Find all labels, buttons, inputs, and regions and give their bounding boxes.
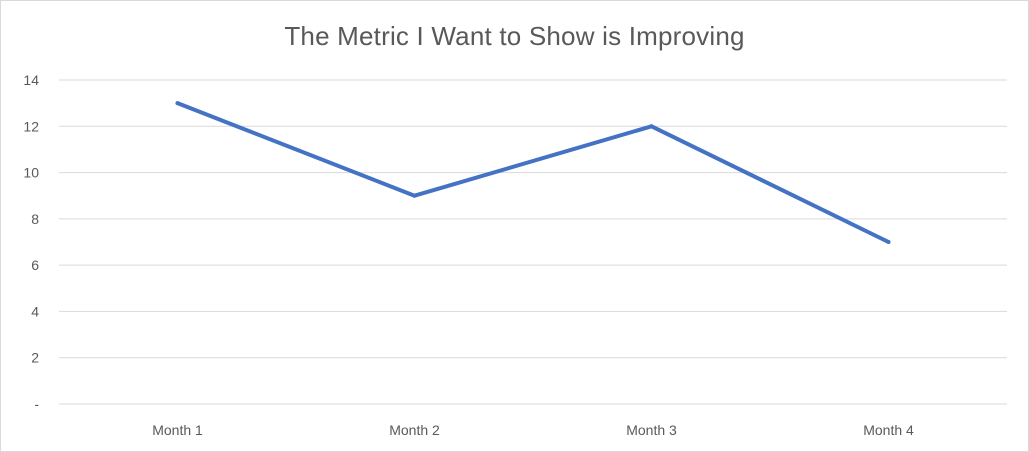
- y-tick-label: 2: [31, 350, 39, 366]
- y-tick-label: 4: [31, 303, 39, 319]
- x-tick-label: Month 1: [152, 422, 203, 438]
- series-line: [175, 101, 891, 244]
- data-point: [175, 101, 180, 106]
- gridlines: [59, 79, 1007, 405]
- y-tick-label: 6: [31, 257, 39, 273]
- x-tick-label: Month 2: [389, 422, 440, 438]
- y-tick-label: 10: [23, 165, 39, 181]
- data-point: [412, 193, 417, 198]
- y-tick-label: -: [34, 396, 39, 412]
- series-layer: [175, 101, 891, 244]
- chart-title: The Metric I Want to Show is Improving: [284, 21, 745, 51]
- data-point: [649, 124, 654, 129]
- data-point: [886, 240, 891, 244]
- y-tick-label: 8: [31, 211, 39, 227]
- y-tick-label: 14: [23, 72, 39, 88]
- x-tick-label: Month 4: [863, 422, 914, 438]
- x-tick-label: Month 3: [626, 422, 677, 438]
- y-axis-ticks: - 2 4 6 8 10 12 14: [23, 72, 39, 412]
- x-axis-ticks: Month 1 Month 2 Month 3 Month 4: [152, 422, 914, 438]
- y-tick-label: 12: [23, 118, 39, 134]
